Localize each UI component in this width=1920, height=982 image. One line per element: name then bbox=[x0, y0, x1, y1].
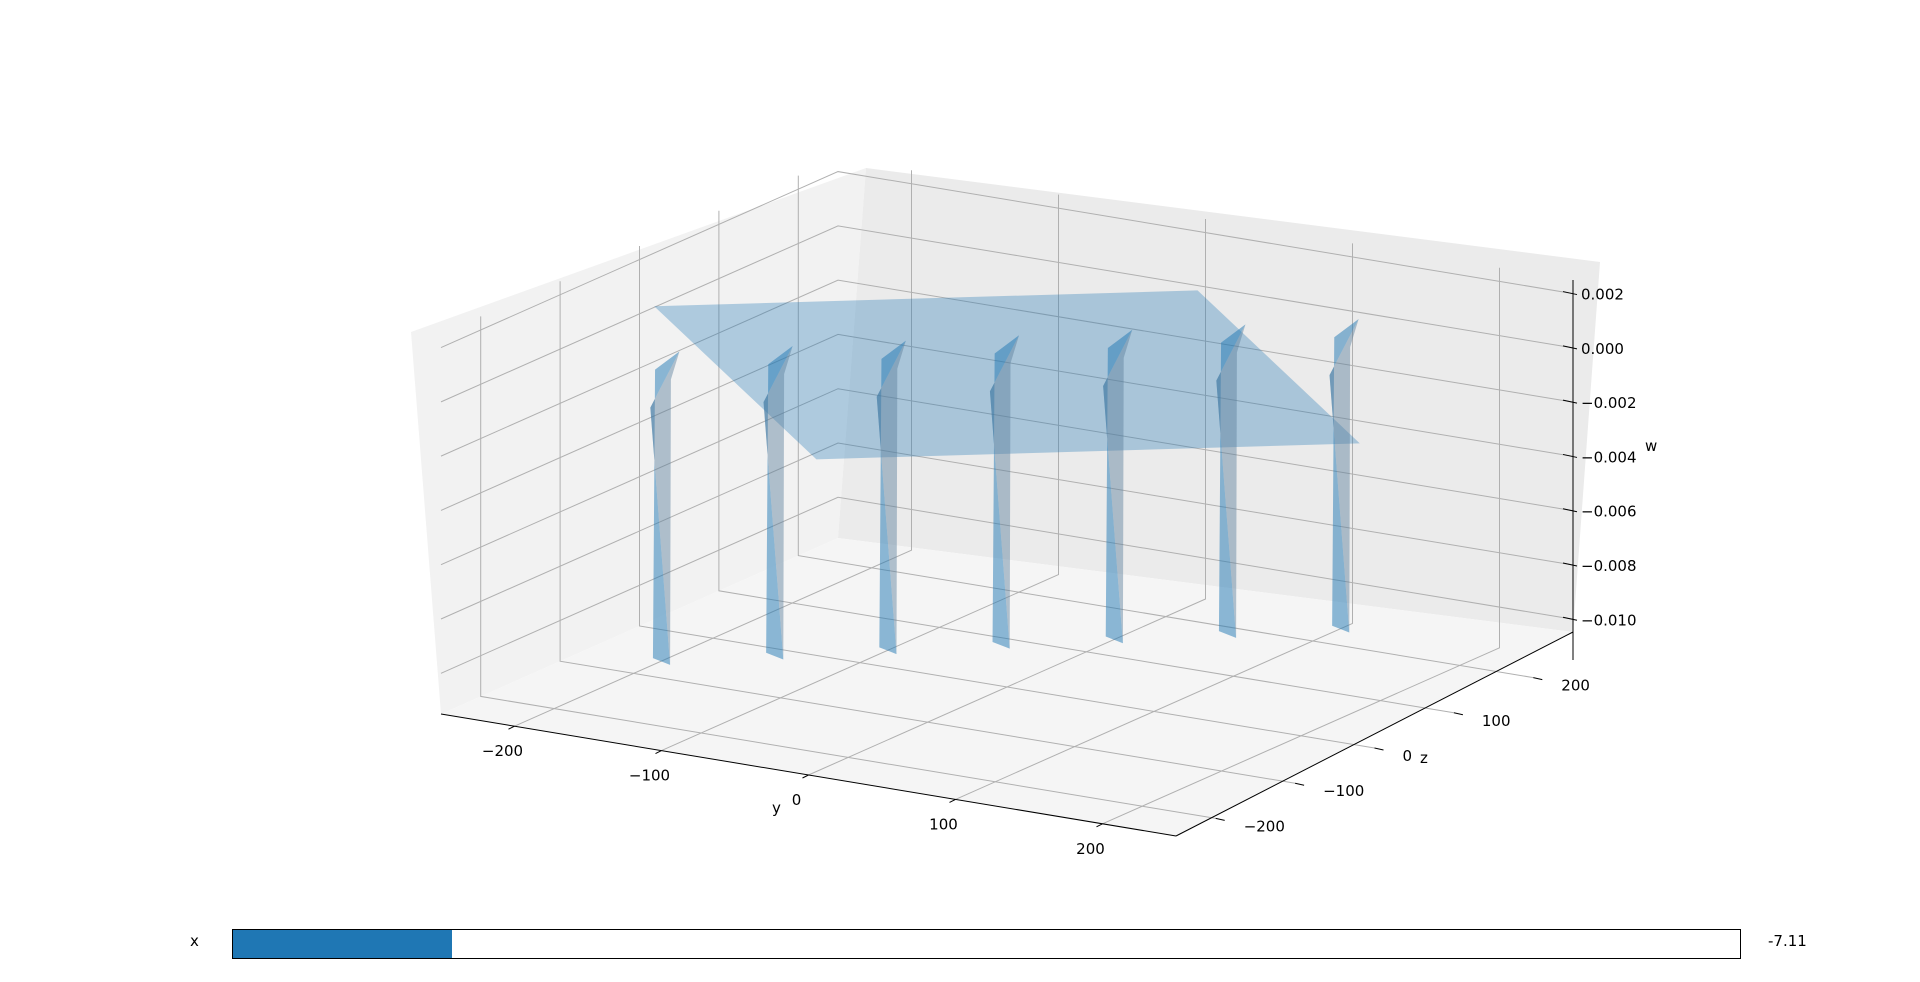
w-tick-mark bbox=[1562, 399, 1578, 404]
y-tick-mark bbox=[949, 798, 956, 803]
gridline-z bbox=[718, 210, 1454, 714]
y-tick-mark bbox=[1096, 823, 1103, 828]
well-side-shade bbox=[876, 340, 906, 655]
gridline-w bbox=[440, 442, 1574, 620]
w-tick-label: −0.006 bbox=[1581, 503, 1637, 521]
gridline-w bbox=[440, 388, 1574, 566]
gridline-y bbox=[661, 194, 1059, 752]
surface-sheet bbox=[654, 290, 1360, 460]
w-tick-mark bbox=[1562, 508, 1578, 513]
well-side-shade bbox=[650, 351, 680, 665]
surface-well bbox=[1103, 329, 1133, 644]
y-tick-mark bbox=[802, 774, 809, 779]
surface-well bbox=[989, 335, 1020, 649]
w-tick-label: 0.002 bbox=[1581, 286, 1624, 304]
surface-plot bbox=[650, 290, 1360, 665]
z-tick-label: −100 bbox=[1323, 782, 1364, 800]
well-face bbox=[1103, 329, 1133, 644]
w-tick-label: −0.010 bbox=[1581, 611, 1637, 629]
y-tick-label: 0 bbox=[792, 791, 802, 809]
surface-well bbox=[763, 346, 793, 660]
well-side-shade bbox=[989, 335, 1020, 649]
x-slider[interactable] bbox=[232, 929, 1741, 959]
gridline-w bbox=[440, 279, 1574, 457]
well-side-shade bbox=[1216, 324, 1246, 638]
z-axis-label: z bbox=[1420, 749, 1428, 767]
gridline-y bbox=[955, 243, 1353, 800]
w-tick-label: 0.000 bbox=[1581, 340, 1624, 358]
y-axis-label: y bbox=[772, 799, 781, 817]
gridline-w bbox=[440, 225, 1574, 403]
slider-fill bbox=[233, 930, 452, 958]
y-tick-label: −100 bbox=[629, 767, 670, 785]
z-tick-label: 200 bbox=[1561, 677, 1590, 695]
well-face bbox=[763, 346, 793, 660]
z-axis-ticks: −200 −100 0 100 200 bbox=[1215, 677, 1590, 835]
w-tick-mark bbox=[1562, 616, 1578, 621]
z-tick-label: 0 bbox=[1403, 747, 1413, 765]
w-tick-label: −0.008 bbox=[1581, 557, 1637, 575]
z-tick-mark bbox=[1294, 782, 1305, 786]
z-axis-line bbox=[1175, 631, 1574, 837]
well-face bbox=[650, 351, 680, 665]
slider-label: x bbox=[190, 932, 199, 950]
y-tick-mark bbox=[655, 750, 662, 755]
well-side-shade bbox=[1103, 329, 1133, 644]
surface-well bbox=[650, 351, 680, 665]
w-axis-label: w bbox=[1645, 437, 1657, 455]
gridline-y bbox=[1102, 267, 1500, 825]
y-tick-label: −200 bbox=[482, 742, 523, 760]
z-tick-mark bbox=[1374, 747, 1384, 751]
w-tick-label: −0.002 bbox=[1581, 394, 1637, 412]
gridline-z bbox=[639, 246, 1375, 749]
gridline-w bbox=[440, 333, 1574, 511]
gridline-z bbox=[480, 316, 1216, 819]
well-side-shade bbox=[1329, 319, 1359, 633]
w-tick-label: −0.004 bbox=[1581, 448, 1637, 466]
surface-well bbox=[876, 340, 906, 655]
z-tick-mark bbox=[1453, 712, 1464, 716]
well-face bbox=[1329, 319, 1359, 633]
well-face bbox=[989, 335, 1020, 649]
w-tick-mark bbox=[1562, 345, 1578, 350]
well-side-shade bbox=[763, 346, 793, 660]
gridlines bbox=[440, 170, 1574, 825]
w-axis-ticks: 0.002 0.000 −0.002 −0.004 −0.006 −0.008 −0.010 bbox=[1562, 286, 1637, 629]
w-tick-mark bbox=[1562, 453, 1578, 458]
gridline-z bbox=[797, 175, 1534, 679]
surface-well bbox=[1329, 319, 1359, 633]
gridline-y bbox=[808, 219, 1206, 776]
z-tick-label: −200 bbox=[1244, 817, 1285, 835]
y-tick-label: 100 bbox=[929, 815, 958, 833]
well-face bbox=[1216, 324, 1246, 638]
surface-well bbox=[1216, 324, 1246, 638]
y-tick-mark bbox=[508, 725, 515, 730]
y-axis-ticks: −200 −100 0 100 200 bbox=[482, 725, 1105, 858]
gridline-z bbox=[559, 281, 1296, 784]
z-tick-mark bbox=[1215, 817, 1225, 821]
gridline-w bbox=[440, 171, 1574, 349]
gridline-w bbox=[440, 496, 1574, 674]
gridline-y bbox=[514, 170, 912, 727]
z-tick-label: 100 bbox=[1482, 712, 1511, 730]
well-face bbox=[876, 340, 906, 655]
slider-value: -7.11 bbox=[1768, 932, 1807, 950]
back-pane-left bbox=[411, 168, 866, 714]
w-tick-mark bbox=[1562, 562, 1578, 567]
y-tick-label: 200 bbox=[1076, 840, 1105, 858]
w-tick-mark bbox=[1562, 291, 1578, 296]
z-tick-mark bbox=[1533, 677, 1543, 681]
